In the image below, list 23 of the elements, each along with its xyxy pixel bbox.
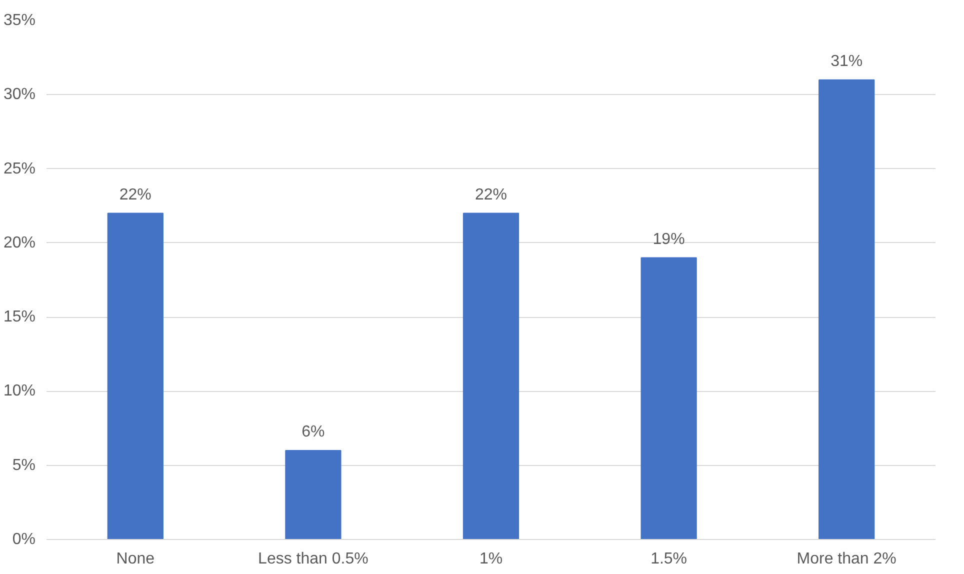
y-tick-label: 0% xyxy=(12,531,36,548)
data-label: 22% xyxy=(119,186,152,204)
y-tick-label: 15% xyxy=(3,308,36,326)
bar xyxy=(462,212,520,540)
x-tick-label: 1.5% xyxy=(650,550,688,568)
y-tick-label: 5% xyxy=(12,456,36,474)
x-tick-label: None xyxy=(116,550,155,568)
data-label: 6% xyxy=(302,424,325,441)
data-label: 22% xyxy=(474,186,508,204)
bar xyxy=(818,79,875,540)
x-tick-label: More than 2% xyxy=(796,550,896,568)
y-tick-label: 25% xyxy=(3,160,36,178)
data-label: 31% xyxy=(830,52,863,70)
y-tick-label: 10% xyxy=(3,382,36,400)
bar xyxy=(285,450,342,540)
x-tick-label: 1% xyxy=(479,550,503,568)
y-tick-label: 30% xyxy=(3,86,36,104)
bar xyxy=(640,257,697,540)
y-tick-label: 35% xyxy=(3,12,36,29)
y-tick-label: 20% xyxy=(3,234,36,252)
data-label: 19% xyxy=(652,230,685,248)
bar xyxy=(107,212,164,540)
x-tick-label: Less than 0.5% xyxy=(258,550,368,568)
